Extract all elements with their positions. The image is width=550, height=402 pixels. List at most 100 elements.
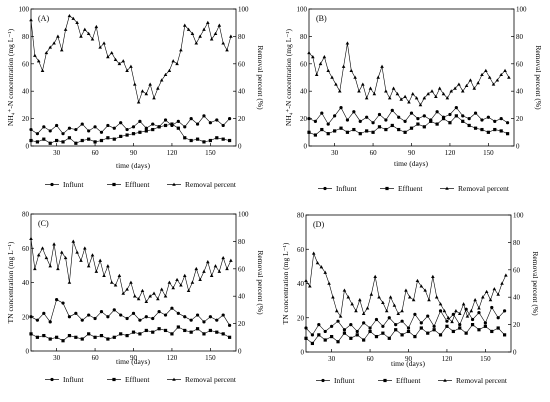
data-point <box>431 274 435 278</box>
data-point <box>206 20 210 24</box>
data-point <box>140 288 145 293</box>
data-point <box>186 288 191 293</box>
data-point <box>505 132 510 136</box>
data-point <box>460 89 465 93</box>
data-point <box>202 320 206 324</box>
data-point <box>167 68 172 72</box>
data-point <box>352 110 356 114</box>
data-point <box>80 138 84 143</box>
data-point <box>106 136 110 140</box>
data-point <box>125 316 129 321</box>
data-point <box>56 34 60 38</box>
y-right-tick-label: 0 <box>238 143 242 151</box>
data-point <box>355 329 359 334</box>
data-point <box>35 132 40 136</box>
y-left-tick-label: 100 <box>297 6 308 14</box>
data-point <box>183 315 187 319</box>
data-point <box>52 242 56 246</box>
y-right-tick-label: 100 <box>238 6 249 14</box>
y-left-tick-label: 100 <box>19 6 30 14</box>
data-point <box>374 317 379 322</box>
data-point <box>369 292 374 296</box>
data-point <box>125 68 129 72</box>
data-point <box>307 117 311 121</box>
data-point <box>132 82 137 86</box>
data-point <box>136 297 141 301</box>
data-point <box>461 114 465 118</box>
data-point <box>400 309 404 313</box>
data-point <box>368 86 373 90</box>
data-point <box>144 315 148 319</box>
data-point <box>125 287 129 291</box>
data-point <box>227 335 232 339</box>
data-point <box>390 108 394 112</box>
y-right-tick-label: 0 <box>513 349 517 357</box>
data-point <box>339 126 343 130</box>
data-point <box>179 283 183 287</box>
data-point <box>102 41 106 45</box>
y-left-tick-label: 40 <box>22 88 30 96</box>
data-point <box>194 266 199 271</box>
data-point <box>167 280 172 284</box>
data-point <box>435 110 439 114</box>
series-square <box>304 323 507 346</box>
data-point <box>206 260 210 264</box>
series-line <box>305 306 505 336</box>
legend-label: Influnt <box>63 375 84 384</box>
data-point <box>67 280 72 284</box>
data-point <box>407 100 411 104</box>
y-left-tick-label: 0 <box>26 348 30 356</box>
series-triangle <box>304 251 508 324</box>
legend-marker <box>443 378 447 382</box>
data-point <box>182 23 187 27</box>
data-point <box>217 23 222 27</box>
legend-marker <box>383 378 387 383</box>
legend: Influnt Effluent Removal percent <box>316 376 508 385</box>
data-point <box>40 246 45 250</box>
data-point <box>496 326 500 330</box>
x-tick-label: 90 <box>408 149 416 157</box>
data-point <box>410 92 415 96</box>
data-point <box>106 337 110 341</box>
data-point <box>355 333 359 337</box>
data-point <box>138 119 142 123</box>
data-point <box>454 309 458 313</box>
data-point <box>48 337 52 341</box>
data-point <box>464 331 468 335</box>
data-point <box>499 129 503 133</box>
data-point <box>44 50 49 55</box>
data-point <box>357 89 361 93</box>
data-point <box>458 326 462 330</box>
data-point <box>483 324 487 328</box>
data-point <box>448 112 452 117</box>
data-point <box>345 41 350 45</box>
data-point <box>465 314 470 318</box>
legend-label: Effluent <box>398 184 423 193</box>
data-point <box>432 324 436 328</box>
data-point <box>442 309 447 313</box>
data-point <box>186 27 191 31</box>
data-point <box>310 333 315 337</box>
y-left-tick-label: 20 <box>297 314 305 322</box>
series-circle <box>29 298 232 327</box>
y-right-tick-label: 100 <box>513 212 524 220</box>
data-point <box>119 313 123 317</box>
data-point <box>488 298 493 302</box>
x-tick-label: 90 <box>130 354 138 362</box>
data-point <box>61 339 65 343</box>
legend-label: Removal percent <box>185 375 237 384</box>
data-point <box>430 89 434 93</box>
data-point <box>477 306 481 310</box>
legend-marker <box>172 377 176 381</box>
data-point <box>311 55 315 59</box>
legend-label: Effluent <box>125 180 150 189</box>
data-point <box>217 269 222 273</box>
y-right-tick-label: 40 <box>238 88 246 96</box>
data-point <box>419 326 423 330</box>
data-point <box>468 78 473 82</box>
data-point <box>491 82 496 86</box>
data-point <box>311 251 316 255</box>
data-point <box>195 137 200 141</box>
data-point <box>314 72 319 77</box>
